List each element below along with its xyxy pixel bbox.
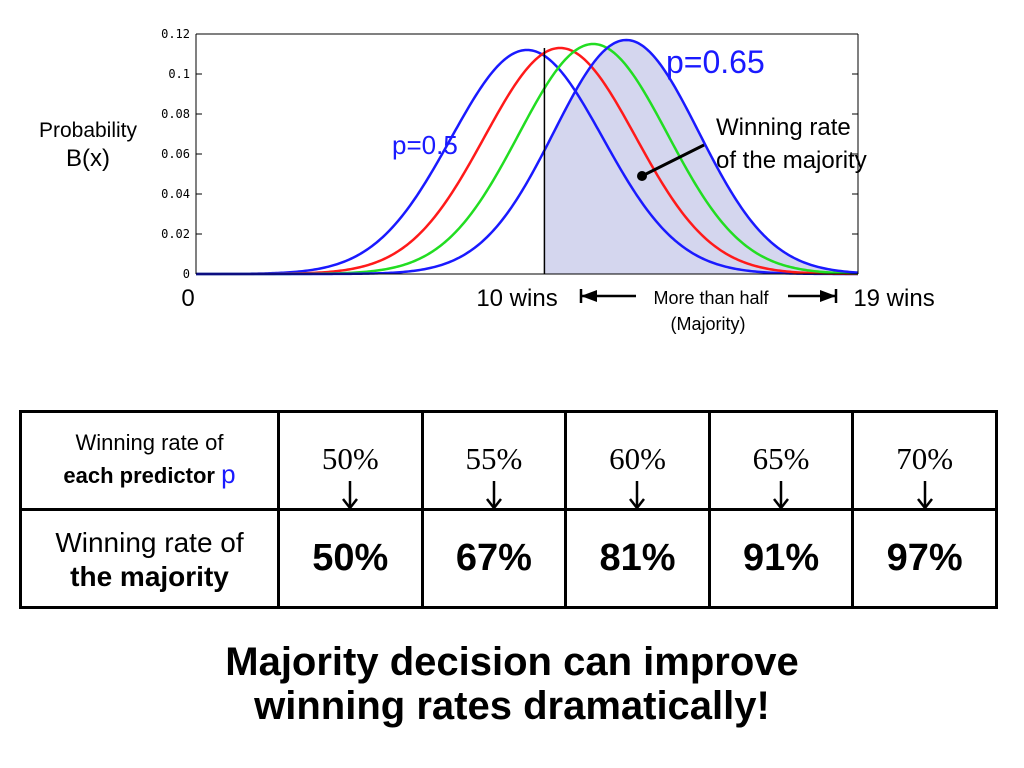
majority-shaded-area [544, 40, 858, 274]
predictor-p-symbol: p [221, 458, 236, 489]
majority-row-label-line1: Winning rate of [55, 527, 244, 559]
majority-rate-value: 50% [312, 537, 389, 579]
series-line-p-0-5 [196, 48, 858, 276]
predictor-rate-value: 60% [609, 441, 666, 476]
winning-rate-table: Winning rate of each predictor p 50% 55%… [19, 410, 998, 609]
majority-row-label-line2: the majority [70, 560, 229, 592]
y-axis-label-line1: Probability [39, 119, 138, 142]
headline-line2: winning rates dramatically! [254, 684, 770, 728]
majority-row-header: Winning rate of the majority [19, 508, 280, 609]
x-label-zero: 0 [181, 285, 194, 312]
probability-chart: 0.12 0.1 0.08 0.06 0.04 0.02 0 Probability B(x… [39, 27, 935, 334]
majority-cell: 67% [420, 508, 568, 609]
arrow-down-icon [342, 481, 359, 511]
x-label-ten-wins: 10 wins [476, 285, 557, 312]
majority-rate-value: 97% [886, 537, 963, 579]
predictor-cell: 70% [851, 410, 998, 511]
predictor-rate-value: 65% [752, 441, 810, 476]
majority-range-label-line2: (Majority) [671, 314, 746, 334]
majority-rate-row: Winning rate of the majority 50% 67% 81%… [19, 508, 998, 609]
majority-cell: 50% [277, 508, 424, 609]
annotation-p-0-65: p=0.65 [666, 44, 765, 80]
y-tick-label: 0.06 [161, 147, 190, 161]
y-tick-label: 0.12 [161, 27, 190, 41]
y-tick-label: 0.02 [161, 227, 190, 241]
predictor-cell: 65% [707, 410, 855, 511]
arrow-down-icon [773, 481, 790, 511]
majority-rate-value: 91% [743, 537, 820, 579]
arrow-down-icon [485, 481, 502, 511]
predictor-rate-row: Winning rate of each predictor p 50% 55%… [19, 410, 998, 511]
predictor-cell: 60% [564, 410, 711, 511]
annotation-pointer-line [641, 143, 705, 178]
predictor-row-header: Winning rate of each predictor p [19, 410, 280, 511]
y-tick-label: 0.04 [161, 187, 190, 201]
predictor-row-label-line2: each predictor [63, 462, 215, 488]
majority-cell: 91% [707, 508, 855, 609]
predictor-cell: 50% [277, 410, 424, 511]
annotation-majority-line1: Winning rate [716, 114, 851, 141]
annotation-pointer-dot [637, 171, 647, 181]
majority-rate-value: 81% [599, 537, 676, 579]
headline: Majority decision can improve winning ra… [0, 640, 1024, 728]
arrow-down-icon [916, 481, 933, 511]
arrow-down-icon [629, 481, 646, 511]
predictor-rate-value: 55% [465, 441, 523, 476]
annotation-majority-line2: of the majority [716, 147, 867, 174]
y-axis-label-line2: B(x) [66, 145, 110, 172]
y-tick-label: 0.08 [161, 107, 190, 121]
x-label-nineteen-wins: 19 wins [853, 285, 934, 312]
headline-line1: Majority decision can improve [225, 640, 799, 684]
y-tick-label: 0 [183, 267, 190, 281]
majority-range-label-line1: More than half [653, 288, 769, 308]
annotation-p-0-5: p=0.5 [392, 130, 458, 160]
predictor-rate-value: 50% [321, 441, 379, 476]
majority-cell: 81% [564, 508, 711, 609]
majority-range-bracket [579, 289, 838, 303]
majority-rate-value: 67% [455, 537, 532, 579]
predictor-cell: 55% [420, 410, 568, 511]
y-tick-label: 0.1 [168, 67, 190, 81]
predictor-row-label-line1: Winning rate of [75, 430, 224, 456]
majority-cell: 97% [851, 508, 998, 609]
predictor-rate-value: 70% [896, 441, 954, 476]
